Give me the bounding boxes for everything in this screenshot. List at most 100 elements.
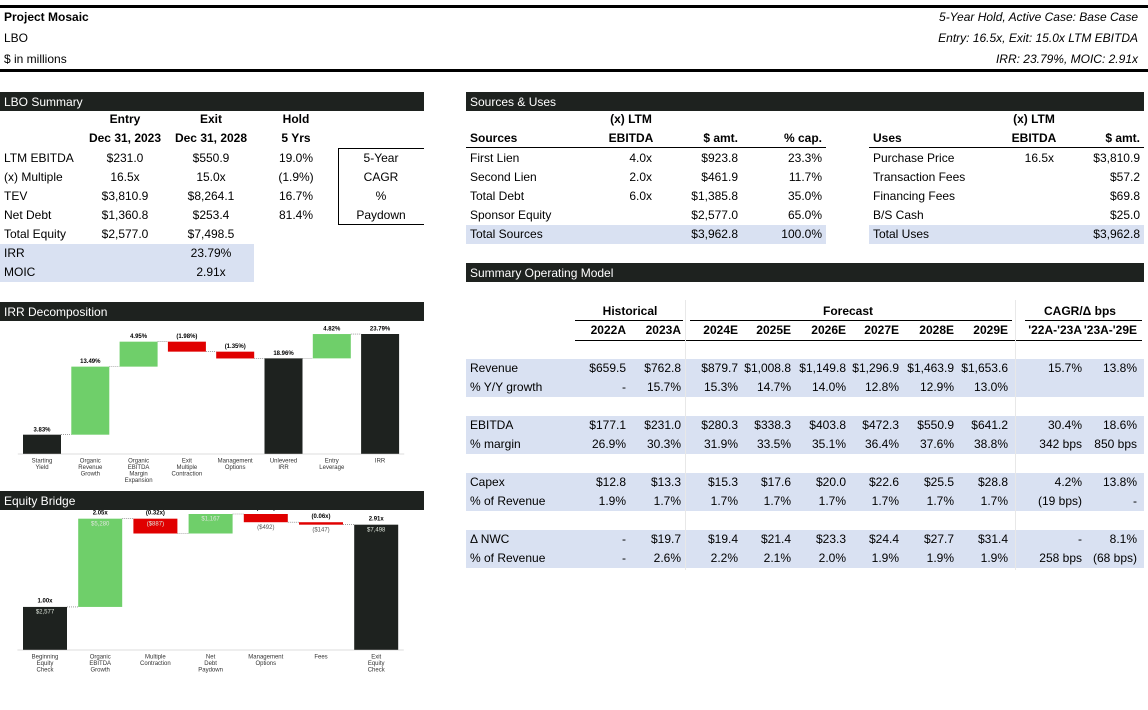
cell-text: % margin xyxy=(470,437,521,451)
category-label: IRR xyxy=(278,465,289,471)
cell-text: $1,296.9 xyxy=(852,361,899,375)
cell-text: 1.9% xyxy=(598,494,626,508)
cell-text: Financing Fees xyxy=(873,189,956,203)
header-text: 5-Year Hold, Active Case: Base Case xyxy=(939,10,1138,24)
bar xyxy=(119,341,158,367)
category-label: Multiple xyxy=(145,655,166,661)
category-label: Organic xyxy=(128,459,149,465)
header-text: Project Mosaic xyxy=(4,10,89,24)
value-label: $5,280 xyxy=(91,521,110,527)
cell-text: $31.4 xyxy=(977,532,1008,546)
multiple-label: 1.00x xyxy=(37,599,53,605)
rule xyxy=(466,147,826,148)
section-title: IRR Decomposition xyxy=(4,304,108,319)
cell-text: $13.3 xyxy=(650,475,681,489)
cell-text: - xyxy=(622,380,626,394)
category-label: Fees xyxy=(314,655,327,661)
value-label: 4.95% xyxy=(130,334,148,340)
cell-text: Total Sources xyxy=(470,227,543,241)
bar xyxy=(23,434,61,454)
cell-text: 16.5x xyxy=(1024,151,1054,165)
column-header: $ amt. xyxy=(703,131,738,145)
cell-text: $57.2 xyxy=(1109,170,1140,184)
highlight xyxy=(466,530,1144,568)
section-header: LBO Summary xyxy=(0,92,424,111)
category-label: Equity xyxy=(37,661,54,667)
cell-text: 2.1% xyxy=(763,551,791,565)
cell-text: $23.3 xyxy=(815,532,846,546)
category-label: Organic xyxy=(80,459,101,465)
value-label: (1.98%) xyxy=(176,334,197,340)
note-text: CAGR xyxy=(363,170,399,184)
bar xyxy=(243,514,288,523)
cell-text: - xyxy=(1078,532,1082,546)
cell-text: - xyxy=(1133,494,1137,508)
category-label: Check xyxy=(368,668,386,674)
bar xyxy=(354,524,399,650)
rule xyxy=(575,320,683,321)
bar xyxy=(361,334,400,454)
column-header: 2022A xyxy=(590,323,626,337)
cell-text: $641.2 xyxy=(971,418,1008,432)
cell-text: 1.7% xyxy=(980,494,1008,508)
cell-text: 13.0% xyxy=(973,380,1008,394)
cell-text: - xyxy=(622,551,626,565)
cell-text: 1.9% xyxy=(926,551,954,565)
cell-text: 16.5x xyxy=(110,170,140,184)
highlight xyxy=(466,416,1144,454)
cell-text: 2.2% xyxy=(710,551,738,565)
column-header: Sources xyxy=(470,131,518,145)
value-label: 4.82% xyxy=(323,327,341,333)
cell-text: 100.0% xyxy=(781,227,822,241)
column-header: (x) LTM xyxy=(1013,112,1055,126)
group-header: CAGR/Δ bps xyxy=(1044,304,1116,318)
column-header: '23A-'29E xyxy=(1083,323,1137,337)
column-header: Uses xyxy=(873,131,902,145)
cell-text: $1,149.8 xyxy=(799,361,846,375)
cell-text: 850 bps xyxy=(1094,437,1137,451)
cell-text: 26.9% xyxy=(591,437,626,451)
divider xyxy=(685,300,686,570)
column-header: % cap. xyxy=(783,131,822,145)
cell-text: 15.7% xyxy=(646,380,681,394)
cell-text: 1.9% xyxy=(871,551,899,565)
cell-text: $231.0 xyxy=(644,418,681,432)
category-label: Check xyxy=(36,668,54,674)
category-label: Debt xyxy=(204,661,217,667)
category-label: Entry xyxy=(325,459,339,465)
category-label: Options xyxy=(255,661,276,667)
cell-text: Purchase Price xyxy=(873,151,955,165)
section-header: Summary Operating Model xyxy=(466,263,1144,282)
column-header: $ amt. xyxy=(1105,131,1140,145)
cell-text: $3,810.9 xyxy=(1093,151,1140,165)
category-label: EBITDA xyxy=(89,661,111,667)
cell-text: Transaction Fees xyxy=(873,170,966,184)
cell-text: $1,008.8 xyxy=(744,361,791,375)
column-header: 2028E xyxy=(919,323,954,337)
cell-text: (68 bps) xyxy=(1092,551,1137,565)
cell-text: 11.7% xyxy=(788,170,822,184)
cell-text: $1,463.9 xyxy=(907,361,954,375)
cell-text: 38.8% xyxy=(973,437,1008,451)
category-label: Growth xyxy=(81,472,100,478)
value-label: (1.35%) xyxy=(225,344,246,350)
column-header: 2024E xyxy=(703,323,738,337)
cell-text: Second Lien xyxy=(470,170,537,184)
header-text: Entry: 16.5x, Exit: 15.0x LTM EBITDA xyxy=(938,31,1138,45)
rule xyxy=(0,5,1148,8)
section-title: Equity Bridge xyxy=(4,493,76,508)
column-header: Dec 31, 2028 xyxy=(174,131,248,145)
cell-text: Sponsor Equity xyxy=(470,208,552,222)
divider xyxy=(1015,300,1016,570)
cell-text: $461.9 xyxy=(701,170,738,184)
cell-text: 1.7% xyxy=(818,494,846,508)
cell-text: B/S Cash xyxy=(873,208,924,222)
category-label: Exit xyxy=(371,655,381,661)
highlight xyxy=(466,473,1144,511)
cell-text: $1,360.8 xyxy=(101,208,149,222)
column-header: EBITDA xyxy=(1011,131,1057,145)
multiple-label: (0.06x) xyxy=(311,514,330,520)
cell-text: 2.0x xyxy=(629,170,652,184)
cell-text: 4.2% xyxy=(1054,475,1082,489)
cell-text: $231.0 xyxy=(106,151,144,165)
